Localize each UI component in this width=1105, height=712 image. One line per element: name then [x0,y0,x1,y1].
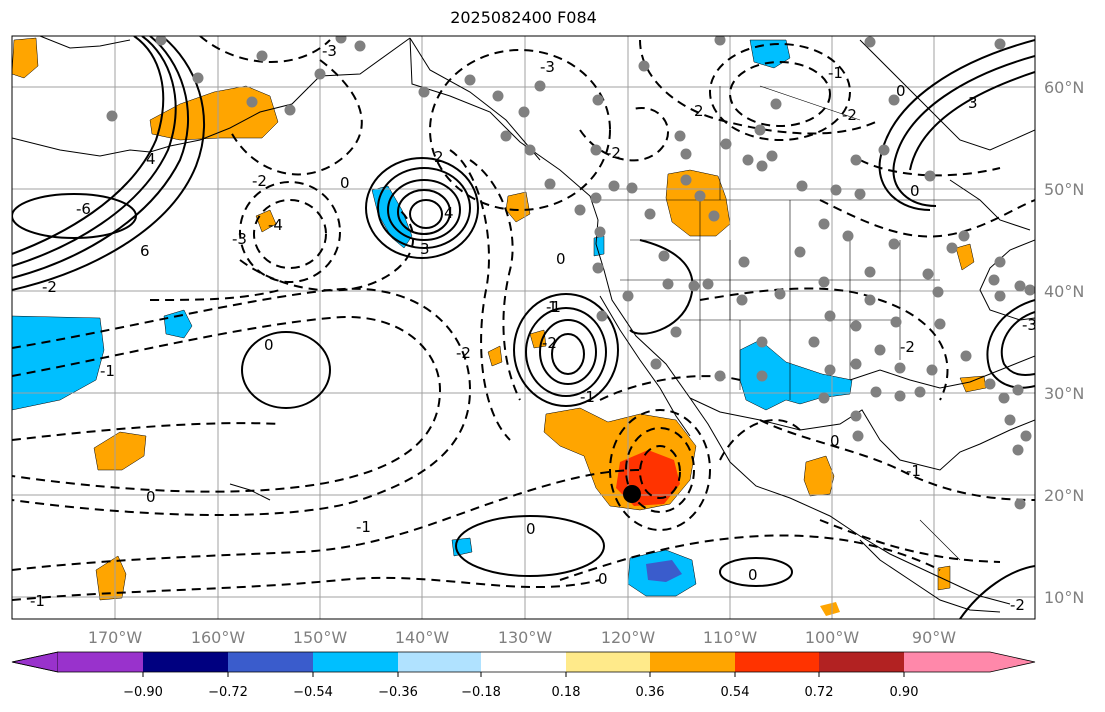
contour-label: -3 [1022,316,1037,334]
contour-label: -1 [906,462,921,480]
colorbar-tick-label: 0.72 [805,685,834,700]
contour-label: -2 [252,172,267,190]
colorbar-tick-label: 0.36 [636,685,665,700]
contour-label: -2 [456,344,471,362]
solid-contours [12,36,1035,619]
colorbar-bin [566,652,650,672]
contour-label: -1 [30,592,45,610]
contour-label: 1 [548,298,558,316]
contour-label: 0 [598,570,608,588]
contour-label: -2 [42,278,57,296]
colorbar-bin [143,652,228,672]
lat-label: 30°N [1044,384,1084,403]
contour-label: -1 [546,298,561,316]
lat-label: 20°N [1044,486,1084,505]
contour-label: -2 [900,338,915,356]
contour-label: -1 [100,362,115,380]
lat-label: 40°N [1044,282,1084,301]
contour-label: 0 [830,432,840,450]
lon-label: 140°W [395,628,450,647]
colorbar-tick-label: −0.72 [208,685,248,700]
map-frame [11,35,1036,620]
colorbar-tick-label: 0.90 [890,685,919,700]
contour-label: -3 [232,230,247,248]
lon-label: 170°W [88,628,143,647]
contour-label: 4 [146,150,156,168]
colorbar-high-extend [904,652,1035,672]
contour-label: -4 [268,216,283,234]
contour-label: 4 [444,204,454,222]
station-markers [106,36,1035,510]
contour-label: 0 [910,182,920,200]
colorbar-bin [650,652,735,672]
graticule [12,36,1035,619]
lon-label: 90°W [912,628,956,647]
contour-label: 3 [420,240,430,258]
colorbar-bin [313,652,398,672]
colorbar-tick-label: 0.54 [721,685,750,700]
contour-label: 0 [748,566,758,584]
colorbar: −0.90 −0.72 −0.54 −0.36 −0.18 0.18 0.36 … [11,651,1036,700]
colorbar-bin [735,652,819,672]
contour-label: -2 [606,144,621,162]
lat-label: 10°N [1044,588,1084,607]
lon-label: 130°W [498,628,553,647]
contour-label: 6 [140,242,150,260]
contour-label: -2 [542,334,557,352]
lon-label: 160°W [191,628,246,647]
contour-label: -6 [76,200,91,218]
latitude-labels: 60°N 50°N 40°N 30°N 20°N 10°N [1044,78,1084,607]
colorbar-tick-label: −0.90 [123,685,163,700]
storm-center-marker [623,485,641,503]
colorbar-low-extend [11,651,59,673]
contour-label: 2 [694,102,704,120]
contour-labels: -1 0 -1 -2 0 -6 6 -2 4 -3 -4 -3 3 -2 0 -… [30,42,1037,614]
contour-label: -1 [828,64,843,82]
colorbar-bin [481,652,566,672]
contour-label: -3 [540,58,555,76]
colorbar-bin [819,652,904,672]
colorbar-bin [398,652,481,672]
colorbar-tick-label: −0.18 [461,685,501,700]
colorbar-bin [228,652,313,672]
colorbar-tick-label: 0.18 [552,685,581,700]
lon-label: 120°W [601,628,656,647]
colorbar-tick-label: −0.36 [378,685,418,700]
lon-label: 100°W [805,628,860,647]
contour-label: 0 [556,250,566,268]
contour-label: -1 [580,388,595,406]
contour-label: 0 [146,488,156,506]
map-title: 2025082400 F084 [450,8,597,27]
contour-label: 0 [264,336,274,354]
contour-label: 3 [968,94,978,112]
political-borders [596,85,980,561]
contour-label: 0 [896,82,906,100]
longitude-labels: 170°W 160°W 150°W 140°W 130°W 120°W 110°… [88,628,956,647]
lat-label: 60°N [1044,78,1084,97]
colorbar-tick-label: −0.54 [293,685,333,700]
dashed-contours [12,36,1035,601]
contour-label: -1 [356,518,371,536]
contour-label: 0 [526,520,536,538]
lat-label: 50°N [1044,180,1084,199]
contour-label: 0 [340,174,350,192]
lon-label: 150°W [293,628,348,647]
lon-label: 110°W [703,628,758,647]
colorbar-bin [58,652,143,672]
contour-label: -3 [322,42,337,60]
contour-label: 2 [434,148,444,166]
contour-label: -2 [842,106,857,124]
contour-label: -2 [1010,596,1025,614]
